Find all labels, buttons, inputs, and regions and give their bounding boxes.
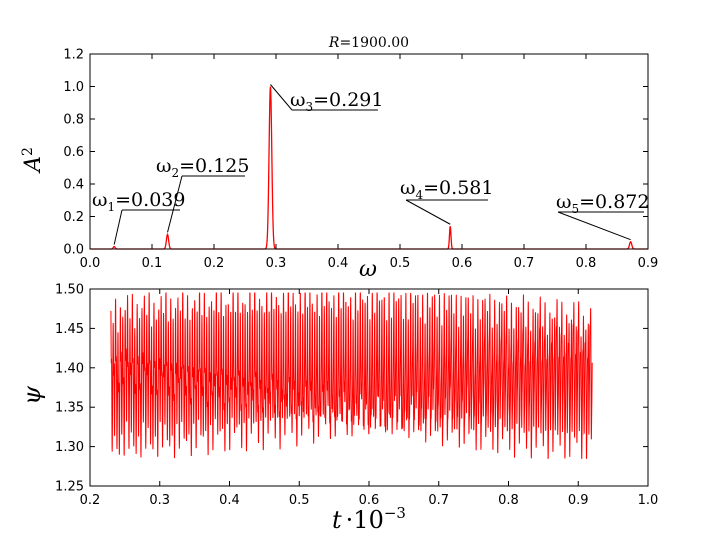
timeseries-x-tick-label: 1.0: [638, 493, 659, 508]
spectrum-y-tick-label: 1.0: [63, 80, 84, 95]
peak-annotation-subscript: 1: [108, 200, 116, 214]
peak-annotation: ω1=0.039: [92, 189, 185, 245]
peak-annotation-subscript: 4: [416, 188, 424, 202]
spectrum-y-tick-label: 0.6: [63, 145, 84, 160]
peak-annotation-symbol: ω: [400, 177, 416, 199]
timeseries-x-tick-label: 0.9: [568, 493, 589, 508]
timeseries-x-tick-label: 0.7: [428, 493, 449, 508]
peak-annotation: ω4=0.581: [400, 177, 493, 225]
peak-annotation-leader: [167, 175, 183, 233]
peak-annotation-leader: [270, 84, 293, 111]
spectrum-x-label: ω: [359, 257, 377, 282]
timeseries-y-tick-label: 1.45: [55, 322, 84, 337]
spectrum-y-ticks: 0.0 0.2 0.4 0.6 0.8 1.0 1.2: [63, 48, 648, 258]
spectrum-x-ticks: 0.0 0.1 0.2 0.3 0.4 0.5 0.6 0.7 0.8 0.9: [80, 54, 659, 271]
peak-annotation-label: ω2=0.125: [156, 155, 249, 180]
spectrum-x-tick-label: 0.6: [452, 256, 473, 271]
peak-annotation-label: ω3=0.291: [290, 89, 383, 114]
peak-annotation-label: ω1=0.039: [92, 189, 185, 214]
timeseries-x-tick-label: 0.6: [359, 493, 380, 508]
timeseries-curve: [110, 292, 593, 459]
spectrum-y-label: A2: [20, 147, 46, 174]
peak-annotation-label: ω4=0.581: [400, 177, 493, 202]
timeseries-y-tick-label: 1.50: [55, 283, 84, 298]
spectrum-x-tick-label: 0.5: [390, 256, 411, 271]
timeseries-x-tick-label: 0.5: [289, 493, 310, 508]
peak-annotation-leader: [113, 209, 123, 245]
peak-annotation-value: =0.581: [423, 177, 493, 199]
timeseries-panel: 1.25 1.30 1.35 1.40 1.45 1.50 0.2 0.3 0.4 0.5 0.6…: [18, 283, 658, 535]
peak-annotation: ω3=0.291: [270, 84, 383, 114]
peak-annotation-leader: [557, 211, 631, 241]
peak-annotation-subscript: 5: [572, 202, 580, 216]
peak-annotation-value: =0.872: [579, 191, 649, 213]
spectrum-y-tick-label: 0.8: [63, 113, 84, 128]
timeseries-y-ticks: 1.25 1.30 1.35 1.40 1.45 1.50: [55, 283, 648, 495]
peak-annotation-subscript: 3: [306, 100, 314, 114]
peak-annotation-value: =0.125: [179, 155, 249, 177]
spectrum-x-tick-label: 0.7: [514, 256, 535, 271]
peak-annotation-symbol: ω: [290, 89, 306, 111]
timeseries-y-tick-label: 1.40: [55, 361, 84, 376]
peak-annotation-symbol: ω: [556, 191, 572, 213]
timeseries-x-tick-label: 0.3: [149, 493, 170, 508]
spectrum-x-tick-label: 0.4: [328, 256, 349, 271]
spectrum-y-tick-label: 0.2: [63, 210, 84, 225]
spectrum-y-tick-label: 1.2: [63, 48, 84, 63]
spectrum-x-tick-label: 0.9: [638, 256, 659, 271]
spectrum-x-tick-label: 0.8: [576, 256, 597, 271]
timeseries-axes-frame: [89, 288, 649, 487]
spectrum-x-tick-label: 0.1: [142, 256, 163, 271]
spectrum-y-tick-label: 0.4: [63, 178, 84, 193]
timeseries-x-tick-label: 0.4: [219, 493, 240, 508]
peak-annotation-symbol: ω: [92, 189, 108, 211]
timeseries-x-tick-label: 0.2: [80, 493, 101, 508]
spectrum-y-tick-label: 0.0: [63, 243, 84, 258]
peak-annotation: ω2=0.125: [156, 155, 249, 233]
peak-annotation-subscript: 2: [172, 166, 180, 180]
timeseries-x-tick-label: 0.8: [498, 493, 519, 508]
spectrum-x-tick-label: 0.0: [80, 256, 101, 271]
timeseries-y-label: ψ: [18, 385, 46, 405]
spectrum-axes-frame: [89, 53, 649, 250]
timeseries-y-tick-label: 1.35: [55, 401, 84, 416]
peak-annotation-label: ω5=0.872: [556, 191, 649, 216]
spectrum-panel: R=1900.00 0.00.20.40.60.81.01.2 0.0 0.1 0.…: [20, 35, 658, 282]
timeseries-y-tick-label: 1.30: [55, 440, 84, 455]
spectrum-x-tick-label: 0.3: [266, 256, 287, 271]
peak-annotation-value: =0.291: [313, 89, 383, 111]
timeseries-x-label: t ·10−3: [332, 504, 406, 534]
peak-annotation-value: =0.039: [115, 189, 185, 211]
timeseries-y-tick-label: 1.25: [55, 480, 84, 495]
spectrum-title: R=1900.00: [328, 35, 409, 51]
spectrum-x-tick-label: 0.2: [204, 256, 225, 271]
peak-annotation: ω5=0.872: [556, 191, 649, 241]
peak-annotation-symbol: ω: [156, 155, 172, 177]
timeseries-x-ticks: 0.2 0.3 0.4 0.5 0.6 0.7 0.8 0.9 1.0: [80, 289, 659, 508]
peak-annotation-leader: [405, 199, 451, 225]
